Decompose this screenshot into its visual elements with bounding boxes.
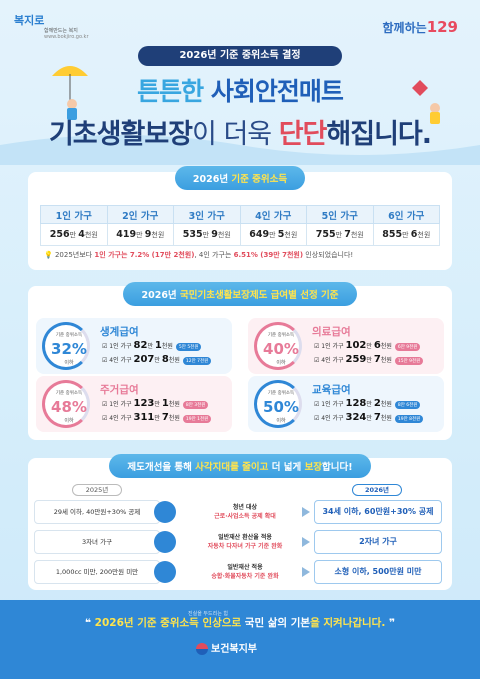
headline-line1: 튼튼한 사회안전매트	[137, 77, 344, 106]
threshold-circle: 기준 중위소득 50% 이하	[254, 380, 302, 428]
old-criterion: 1,000cc 미만, 200만원 미만	[34, 560, 160, 584]
bokjiro-domain: www.bokjiro.go.kr	[44, 34, 89, 40]
benefit-name: 의료급여	[312, 326, 351, 338]
median-income-value: 419만 9천원	[106, 223, 174, 246]
new-criterion: 34세 이하, 60만원+30% 공제	[314, 500, 442, 524]
benefit-name: 주거급여	[100, 384, 139, 396]
median-income-value: 535만 9천원	[173, 223, 241, 246]
hotline-text: 함께하는	[382, 21, 427, 35]
ministry-name: 보건복지부	[211, 644, 257, 655]
new-criterion: 소형 이하, 500만원 미만	[314, 560, 442, 584]
bokjiro-slogan: 함께만드는 복지	[44, 28, 78, 34]
benefit-card: 기준 중위소득 48% 이하 주거급여 ☑ 1인 가구 123만 1천원 8만 3천원 ☑ …	[36, 376, 232, 432]
threshold-circle: 기준 중위소득 48% 이하	[42, 380, 90, 428]
benefit-row-2: ☑ 4인 가구 259만 7천원 15만 9천원	[314, 354, 424, 365]
increase-note: 💡 2025년보다 1인 가구는 7.2% (17만 2천원), 4인 가구는 …	[44, 251, 354, 259]
benefit-card: 기준 중위소득 50% 이하 교육급여 ☑ 1인 가구 128만 2천원 8만 6천원 ☑ …	[248, 376, 444, 432]
benefit-name: 교육급여	[312, 384, 351, 396]
bokjiro-logo-text: 복지로	[14, 14, 45, 27]
ministry-motto: 진실을 두드리는 힘	[188, 611, 228, 617]
benefit-row-2: ☑ 4인 가구 311만 7천원 19만 1천원	[102, 412, 212, 423]
threshold-circle: 기준 중위소득 40% 이하	[254, 322, 302, 370]
header-badge: 2026년 기준 중위소득 결정	[138, 46, 342, 66]
improvement-description: 청년 대상 근로·사업소득 공제 확대	[214, 504, 276, 520]
child-kite-illustration	[412, 80, 440, 124]
old-criterion: 3자녀 가구	[34, 530, 160, 554]
benefit-row-2: ☑ 4인 가구 324만 7천원 19만 8천원	[314, 412, 424, 423]
child-umbrella-illustration	[52, 66, 88, 120]
ministry-emblem-icon	[196, 643, 208, 655]
arrow-right-icon	[302, 567, 310, 577]
improvement-description: 일반재산 환산율 적용 자동차 다자녀 가구 기준 완화	[207, 534, 283, 550]
wave-decoration	[0, 135, 480, 165]
threshold-circle: 기준 중위소득 32% 이하	[42, 322, 90, 370]
median-income-value: 256만 4천원	[40, 223, 108, 246]
footer-band	[0, 600, 480, 679]
benefit-row-2: ☑ 4인 가구 207만 8천원 12만 7천원	[102, 354, 212, 365]
median-income-title: 2026년 기준 중위소득	[0, 166, 480, 190]
benefits-title: 2026년 국민기초생활보장제도 급여별 선정 기준	[0, 282, 480, 306]
household-size-header: 4인 가구	[239, 205, 307, 224]
benefit-row-1: ☑ 1인 가구 128만 2천원 8만 6천원	[314, 398, 421, 409]
median-income-value: 855만 6천원	[372, 223, 440, 246]
headline-line2: 기초생활보장이 더욱 단단해집니다.	[48, 119, 432, 150]
bokjiro-logo[interactable]: 복지로 함께만드는 복지 www.bokjiro.go.kr	[14, 12, 89, 40]
median-income-value: 649만 5천원	[239, 223, 307, 246]
arrow-right-icon	[302, 537, 310, 547]
median-income-value: 755만 7천원	[306, 223, 374, 246]
benefit-name: 생계급여	[100, 326, 139, 338]
hotline-number: 129	[426, 18, 458, 36]
improvement-icon	[154, 561, 176, 583]
benefit-card: 기준 중위소득 32% 이하 생계급여 ☑ 1인 가구 82만 1천원 5만 5천원 ☑ 4…	[36, 318, 232, 374]
arrow-right-icon	[302, 507, 310, 517]
improvement-description: 일반재산 적용 승합·화물자동차 기준 완화	[211, 564, 279, 580]
improvement-title: 제도개선을 통해 사각지대를 줄이고 더 넓게 보장합니다!	[0, 454, 480, 478]
household-size-header: 1인 가구	[40, 205, 108, 224]
household-size-header: 5인 가구	[306, 205, 374, 224]
benefit-card: 기준 중위소득 40% 이하 의료급여 ☑ 1인 가구 102만 6천원 6만 9천원 ☑ …	[248, 318, 444, 374]
median-income-table: 1인 가구 2인 가구 3인 가구 4인 가구 5인 가구 6인 가구 256만 4천원 4…	[40, 205, 440, 246]
footer-slogan: ❝ 2026년 기준 중위소득 인상으로 국민 삶의 기본을 지켜나갑니다. ❞	[84, 617, 396, 629]
benefit-row-1: ☑ 1인 가구 82만 1천원 5만 5천원	[102, 340, 202, 351]
household-size-header: 6인 가구	[372, 205, 440, 224]
benefit-row-1: ☑ 1인 가구 123만 1천원 8만 3천원	[102, 398, 209, 409]
household-size-header: 3인 가구	[173, 205, 241, 224]
hotline-129-logo: 함께하는129	[383, 18, 458, 36]
new-criterion: 2자녀 가구	[314, 530, 442, 554]
old-year-label: 2025년	[72, 484, 122, 496]
benefit-row-1: ☑ 1인 가구 102만 6천원 6만 9천원	[314, 340, 421, 351]
household-size-header: 2인 가구	[106, 205, 174, 224]
improvement-icon	[154, 501, 176, 523]
new-year-label: 2026년	[352, 484, 402, 496]
old-criterion: 29세 이하, 40만원+30% 공제	[34, 500, 160, 524]
improvement-icon	[154, 531, 176, 553]
